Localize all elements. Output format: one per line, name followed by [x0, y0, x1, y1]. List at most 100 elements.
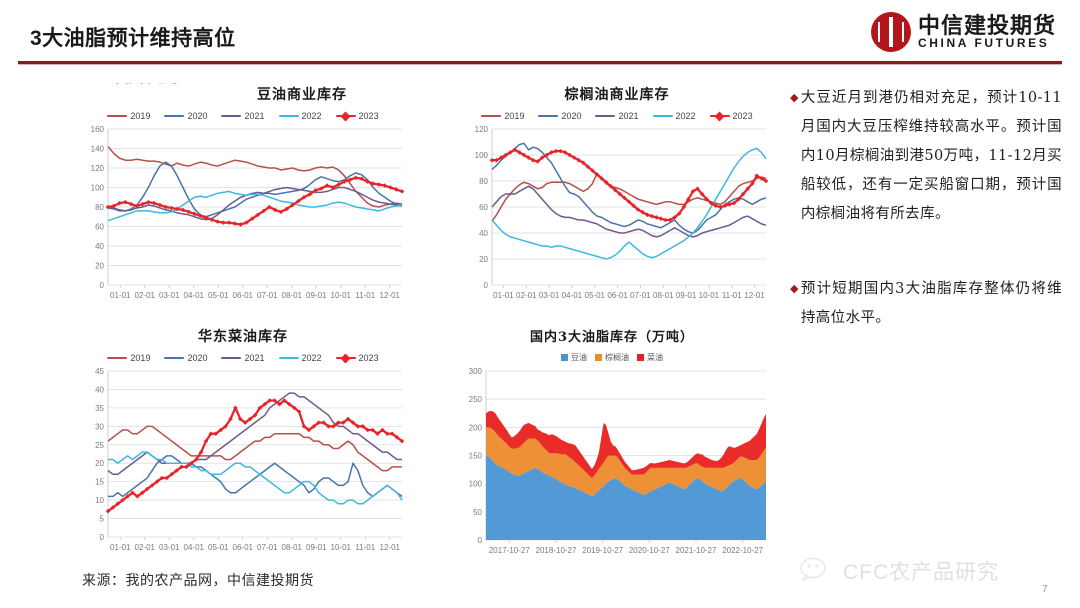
slide-header: 3大油脂预计维持高位 中信建投期货 CHINA FUTURES — [0, 0, 1080, 65]
svg-text:40: 40 — [479, 229, 488, 238]
legend-item: 2022 — [278, 111, 322, 121]
chart-plot-area: 0 20 40 60 80 100 120 01-01 02-01 03-01 04-01 05-01… — [462, 121, 772, 311]
commentary-item: ◆ 预计短期国内3大油脂库存整体仍将维持高位水平。 — [790, 275, 1062, 333]
legend-label: 2022 — [675, 111, 696, 121]
legend-swatch-line — [164, 356, 185, 360]
page-title: 3大油脂预计维持高位 — [30, 27, 236, 50]
svg-text:04-01: 04-01 — [184, 291, 205, 300]
svg-text:04-01: 04-01 — [184, 543, 205, 552]
svg-text:250: 250 — [469, 395, 483, 404]
legend-swatch-line — [107, 114, 128, 118]
legend-label: 2022 — [301, 353, 322, 363]
svg-text:100: 100 — [469, 480, 483, 489]
legend-swatch-line — [164, 114, 185, 118]
svg-text:05-01: 05-01 — [208, 543, 229, 552]
legend-item: 2022 — [652, 111, 696, 121]
svg-text:25: 25 — [95, 441, 104, 450]
svg-text:01-01: 01-01 — [110, 543, 131, 552]
svg-text:80: 80 — [95, 203, 104, 212]
svg-text:09-01: 09-01 — [306, 543, 327, 552]
svg-text:08-01: 08-01 — [653, 291, 674, 300]
svg-text:10-01: 10-01 — [699, 291, 720, 300]
svg-text:160: 160 — [91, 125, 105, 134]
svg-text:07-01: 07-01 — [630, 291, 651, 300]
legend-label: 豆油 — [571, 353, 587, 362]
legend-label: 2020 — [561, 111, 582, 121]
chart-plot-area: 0 20 40 60 80 100 120 140 160 01-01 02-01 03-01 04-0… — [78, 121, 408, 311]
svg-text:45: 45 — [95, 367, 104, 376]
legend-item: 2023 — [709, 111, 753, 121]
svg-text:15: 15 — [95, 478, 104, 487]
cfc-emblem-icon — [870, 12, 911, 52]
legend-label: 2019 — [504, 111, 525, 121]
svg-text:08-01: 08-01 — [282, 543, 303, 552]
legend-label: 2023 — [358, 353, 379, 363]
chart-legend: 2019 2020 2021 2022 2023 — [462, 111, 772, 121]
legend-swatch-line — [278, 114, 299, 118]
chart-title: 国内3大油脂库存（万吨） — [529, 330, 695, 345]
legend-swatch-line — [709, 114, 730, 118]
header-divider-thin — [18, 64, 1062, 65]
legend-label: 2019 — [130, 111, 151, 121]
svg-text:200: 200 — [469, 423, 483, 432]
legend-item: 棕榈油 — [595, 352, 629, 363]
chart-title: 棕榈油商业库存 — [564, 87, 670, 103]
chart-domestic-three-oils-inventory: 国内3大油脂库存（万吨） 豆油 棕榈油 菜油 0 50 100 150 200 250 300 2… — [452, 326, 772, 568]
legend-label: 菜油 — [647, 353, 663, 362]
svg-text:0: 0 — [484, 281, 489, 290]
legend-swatch-line — [595, 114, 616, 118]
chart-legend: 2019 2020 2021 2022 2023 — [78, 353, 408, 363]
svg-text:07-01: 07-01 — [257, 291, 278, 300]
svg-text:2021-10-27: 2021-10-27 — [676, 546, 717, 555]
legend-label: 2021 — [244, 111, 265, 121]
legend-swatch-box — [637, 354, 644, 361]
watermark: CFC农产品研究 — [800, 556, 999, 586]
commentary-text: 预计短期国内3大油脂库存整体仍将维持高位水平。 — [800, 281, 1062, 326]
commentary-text: 大豆近月到港仍相对充足，预计10-11月国内大豆压榨维持较高水平。预计国内10月… — [800, 90, 1062, 222]
legend-item: 2019 — [481, 111, 524, 121]
svg-text:12-01: 12-01 — [744, 291, 765, 300]
svg-text:06-01: 06-01 — [233, 543, 254, 552]
legend-item: 2021 — [221, 353, 265, 363]
chart-plot-area: 0 50 100 150 200 250 300 2017-10-27 2018-10-27 20… — [452, 363, 772, 568]
brand-logo: 中信建投期货 CHINA FUTURES — [870, 12, 1056, 52]
svg-text:09-01: 09-01 — [676, 291, 697, 300]
chart-legend: 豆油 棕榈油 菜油 — [452, 352, 772, 363]
svg-text:100: 100 — [91, 184, 105, 193]
commentary-item: ◆ 大豆近月到港仍相对充足，预计10-11月国内大豆压榨维持较高水平。预计国内1… — [790, 84, 1062, 229]
svg-text:2017-10-27: 2017-10-27 — [489, 546, 530, 555]
legend-swatch-line — [107, 356, 128, 360]
legend-item: 2020 — [164, 111, 207, 121]
svg-text:02-01: 02-01 — [135, 291, 156, 300]
legend-item: 2019 — [107, 353, 150, 363]
svg-text:03-01: 03-01 — [159, 543, 180, 552]
header-divider — [18, 61, 1062, 64]
svg-text:80: 80 — [479, 177, 488, 186]
svg-text:2022-10-27: 2022-10-27 — [722, 546, 763, 555]
chart-soybean-oil-commercial-inventory: 豆油商业库存 2019 2020 2021 2022 2023 0 20 40 60 80 100… — [78, 84, 408, 311]
legend-label: 棕榈油 — [605, 353, 629, 362]
legend-item: 2021 — [221, 111, 265, 121]
legend-swatch-line — [221, 356, 242, 360]
svg-text:05-01: 05-01 — [585, 291, 606, 300]
svg-text:01-01: 01-01 — [110, 291, 131, 300]
svg-text:120: 120 — [91, 164, 105, 173]
chart-title: 华东菜油库存 — [198, 329, 288, 345]
svg-text:30: 30 — [95, 422, 104, 431]
legend-swatch-line — [538, 114, 559, 118]
legend-label: 2020 — [187, 111, 208, 121]
svg-text:07-01: 07-01 — [257, 543, 278, 552]
legend-label: 2021 — [244, 353, 265, 363]
svg-text:20: 20 — [95, 459, 104, 468]
svg-text:02-01: 02-01 — [516, 291, 537, 300]
commentary-panel: ◆ 大豆近月到港仍相对充足，预计10-11月国内大豆压榨维持较高水平。预计国内1… — [790, 84, 1062, 333]
legend-swatch-box — [595, 354, 602, 361]
svg-text:0: 0 — [100, 533, 105, 542]
svg-text:10: 10 — [95, 496, 104, 505]
legend-label: 2023 — [732, 111, 753, 121]
page-number: 7 — [1042, 584, 1048, 595]
svg-text:40: 40 — [95, 385, 104, 394]
svg-text:08-01: 08-01 — [282, 291, 303, 300]
svg-text:2018-10-27: 2018-10-27 — [536, 546, 577, 555]
